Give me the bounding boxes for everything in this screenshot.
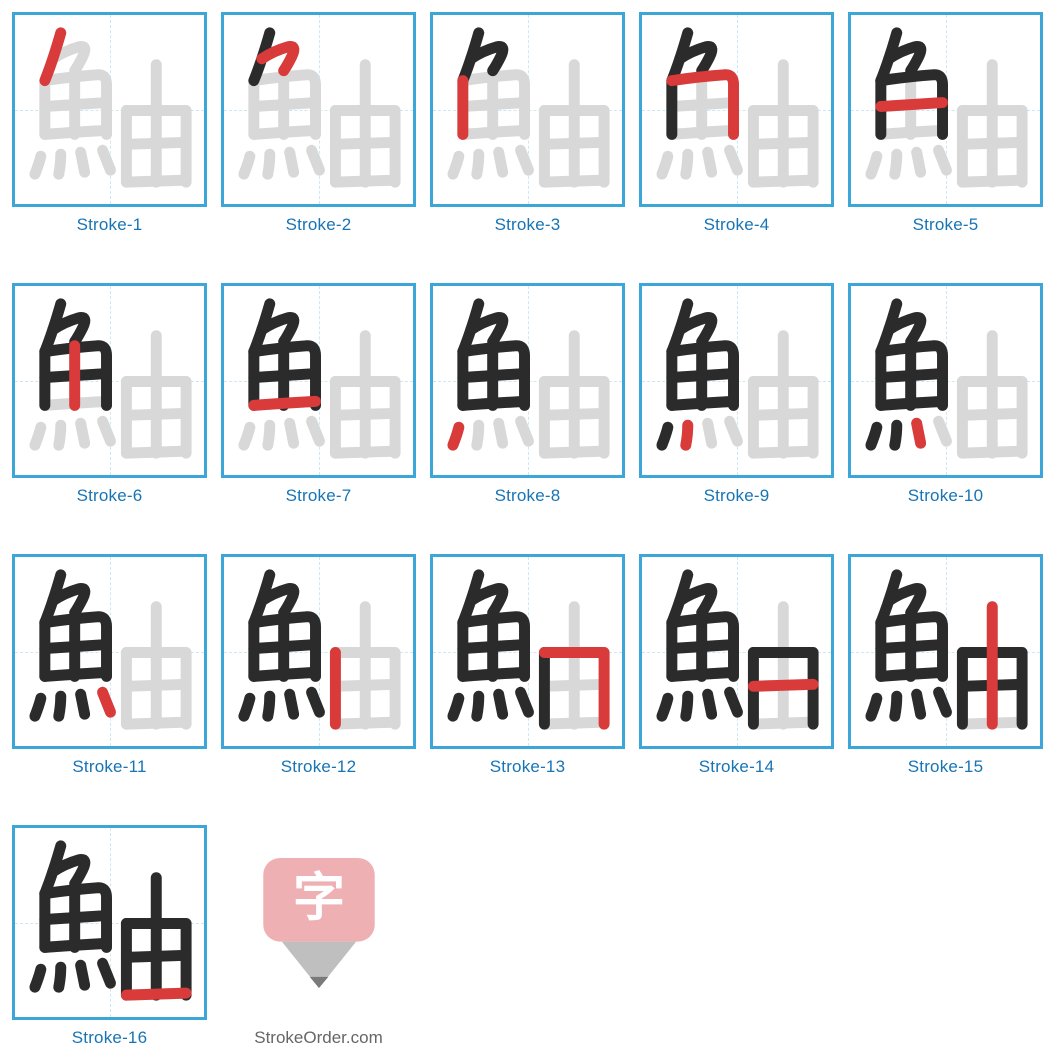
stroke-caption: Stroke-13	[490, 757, 566, 777]
stroke-svg	[642, 557, 831, 746]
stroke-tile	[639, 554, 834, 749]
stroke-svg	[15, 286, 204, 475]
site-label: StrokeOrder.com	[254, 1028, 383, 1048]
stroke-caption: Stroke-4	[704, 215, 770, 235]
stroke-caption: Stroke-3	[495, 215, 561, 235]
stroke-svg	[15, 828, 204, 1017]
stroke-cell: Stroke-7	[221, 283, 416, 506]
stroke-svg	[851, 15, 1040, 204]
stroke-tile	[430, 554, 625, 749]
stroke-svg	[224, 15, 413, 204]
stroke-cell: Stroke-4	[639, 12, 834, 235]
stroke-caption: Stroke-16	[72, 1028, 148, 1048]
stroke-caption: Stroke-2	[286, 215, 352, 235]
stroke-svg	[642, 15, 831, 204]
stroke-tile	[12, 554, 207, 749]
stroke-tile	[639, 12, 834, 207]
stroke-caption: Stroke-7	[286, 486, 352, 506]
stroke-tile	[639, 283, 834, 478]
stroke-tile	[430, 12, 625, 207]
stroke-cell: Stroke-13	[430, 554, 625, 777]
stroke-tile	[848, 554, 1043, 749]
stroke-cell: Stroke-14	[639, 554, 834, 777]
stroke-cell: Stroke-9	[639, 283, 834, 506]
stroke-svg	[15, 15, 204, 204]
stroke-cell: Stroke-10	[848, 283, 1043, 506]
stroke-tile	[221, 12, 416, 207]
logo-tile: 字	[221, 825, 416, 1020]
stroke-svg	[433, 557, 622, 746]
stroke-caption: Stroke-5	[913, 215, 979, 235]
stroke-svg	[15, 557, 204, 746]
stroke-cell: Stroke-3	[430, 12, 625, 235]
stroke-cell: Stroke-1	[12, 12, 207, 235]
stroke-svg	[642, 286, 831, 475]
stroke-svg	[224, 286, 413, 475]
stroke-caption: Stroke-10	[908, 486, 984, 506]
stroke-cell: Stroke-15	[848, 554, 1043, 777]
stroke-caption: Stroke-8	[495, 486, 561, 506]
stroke-cell: Stroke-6	[12, 283, 207, 506]
stroke-svg	[433, 15, 622, 204]
stroke-caption: Stroke-6	[77, 486, 143, 506]
logo-cell: 字 StrokeOrder.com	[221, 825, 416, 1048]
stroke-svg	[224, 557, 413, 746]
stroke-caption: Stroke-12	[281, 757, 357, 777]
stroke-svg	[851, 557, 1040, 746]
stroke-cell: Stroke-12	[221, 554, 416, 777]
stroke-order-grid: Stroke-1 Stroke-2 Stroke-3 Stroke-4 Stroke-5…	[12, 12, 1038, 1048]
stroke-tile	[12, 12, 207, 207]
stroke-caption: Stroke-15	[908, 757, 984, 777]
stroke-svg	[433, 286, 622, 475]
stroke-tile	[12, 283, 207, 478]
stroke-tile	[221, 283, 416, 478]
stroke-caption: Stroke-11	[72, 757, 146, 777]
stroke-tile	[430, 283, 625, 478]
stroke-tile	[848, 283, 1043, 478]
stroke-svg	[851, 286, 1040, 475]
stroke-cell: Stroke-5	[848, 12, 1043, 235]
stroke-caption: Stroke-14	[699, 757, 775, 777]
stroke-tile	[12, 825, 207, 1020]
stroke-caption: Stroke-9	[704, 486, 770, 506]
stroke-caption: Stroke-1	[77, 215, 143, 235]
stroke-cell: Stroke-11	[12, 554, 207, 777]
stroke-cell: Stroke-8	[430, 283, 625, 506]
stroke-tile	[848, 12, 1043, 207]
stroke-cell: Stroke-2	[221, 12, 416, 235]
stroke-tile	[221, 554, 416, 749]
stroke-cell: Stroke-16	[12, 825, 207, 1048]
logo-char: 字	[292, 869, 344, 927]
